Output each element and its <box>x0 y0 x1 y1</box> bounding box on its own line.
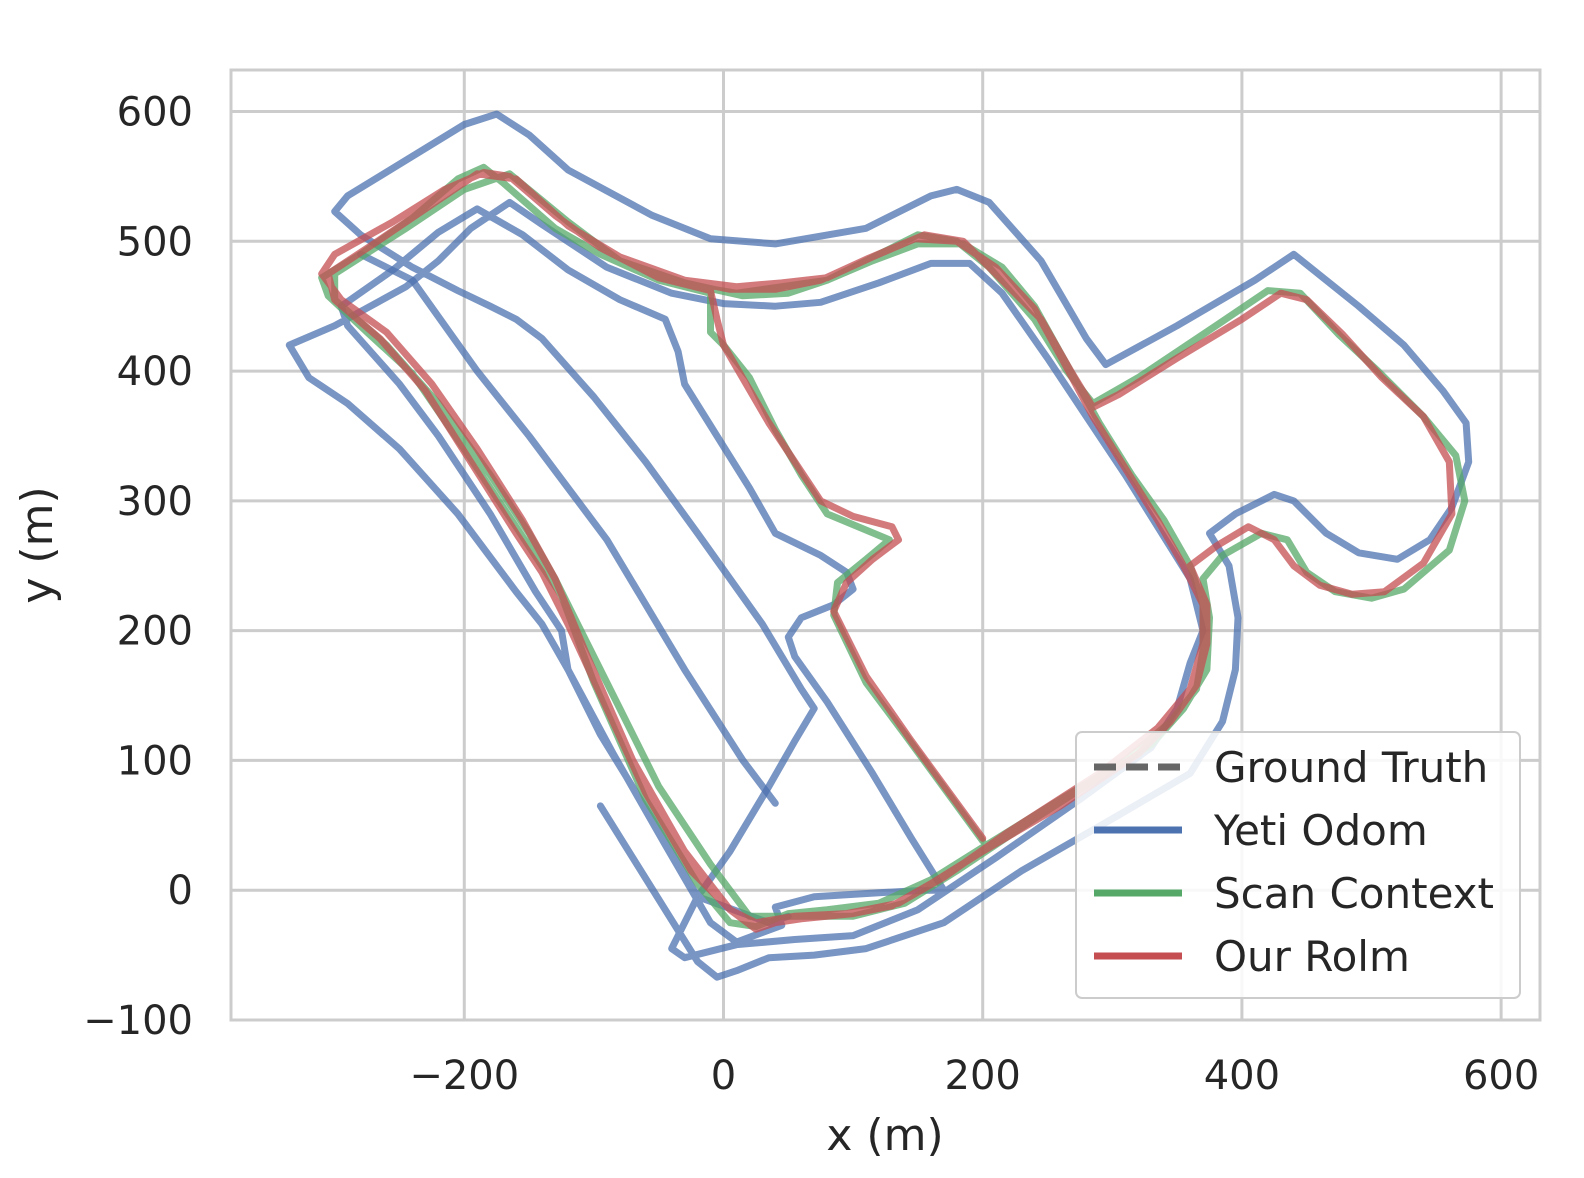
series-layer <box>285 110 1473 981</box>
series-line-yeti-odom <box>357 250 779 807</box>
x-tick-labels: −200 0 200 400 600 <box>409 1053 1539 1099</box>
y-tick-label: 100 <box>117 738 193 784</box>
x-axis-label: x (m) <box>826 1110 943 1161</box>
legend-label-our-rolm: Our Rolm <box>1214 932 1410 981</box>
y-tick-label: −100 <box>83 998 193 1044</box>
x-tick-label: 400 <box>1204 1053 1280 1099</box>
y-tick-label: 500 <box>117 219 193 265</box>
legend-label-yeti-odom: Yeti Odom <box>1213 806 1428 855</box>
y-tick-label: 200 <box>117 609 193 655</box>
plot-frame <box>229 68 1542 1022</box>
x-tick-label: 0 <box>711 1053 736 1099</box>
x-tick-label: 200 <box>945 1053 1021 1099</box>
series-line-our-rolm <box>318 169 1456 933</box>
y-tick-label: 0 <box>168 868 193 914</box>
y-axis-label: y (m) <box>12 486 63 603</box>
legend-label-ground-truth: Ground Truth <box>1214 743 1488 792</box>
series-line-yeti-odom <box>285 110 1473 981</box>
legend: Ground Truth Yeti Odom Scan Context Our … <box>1075 731 1521 999</box>
y-tick-labels: −100 0 100 200 300 400 500 600 <box>83 90 193 1044</box>
legend-label-scan-context: Scan Context <box>1214 869 1494 918</box>
y-tick-label: 300 <box>117 479 193 525</box>
y-tick-label: 400 <box>117 349 193 395</box>
y-tick-label: 600 <box>117 90 193 136</box>
grid <box>231 70 1540 1022</box>
x-tick-label: −200 <box>409 1053 519 1099</box>
legend-box <box>1075 731 1521 999</box>
x-tick-label: 600 <box>1463 1053 1539 1099</box>
